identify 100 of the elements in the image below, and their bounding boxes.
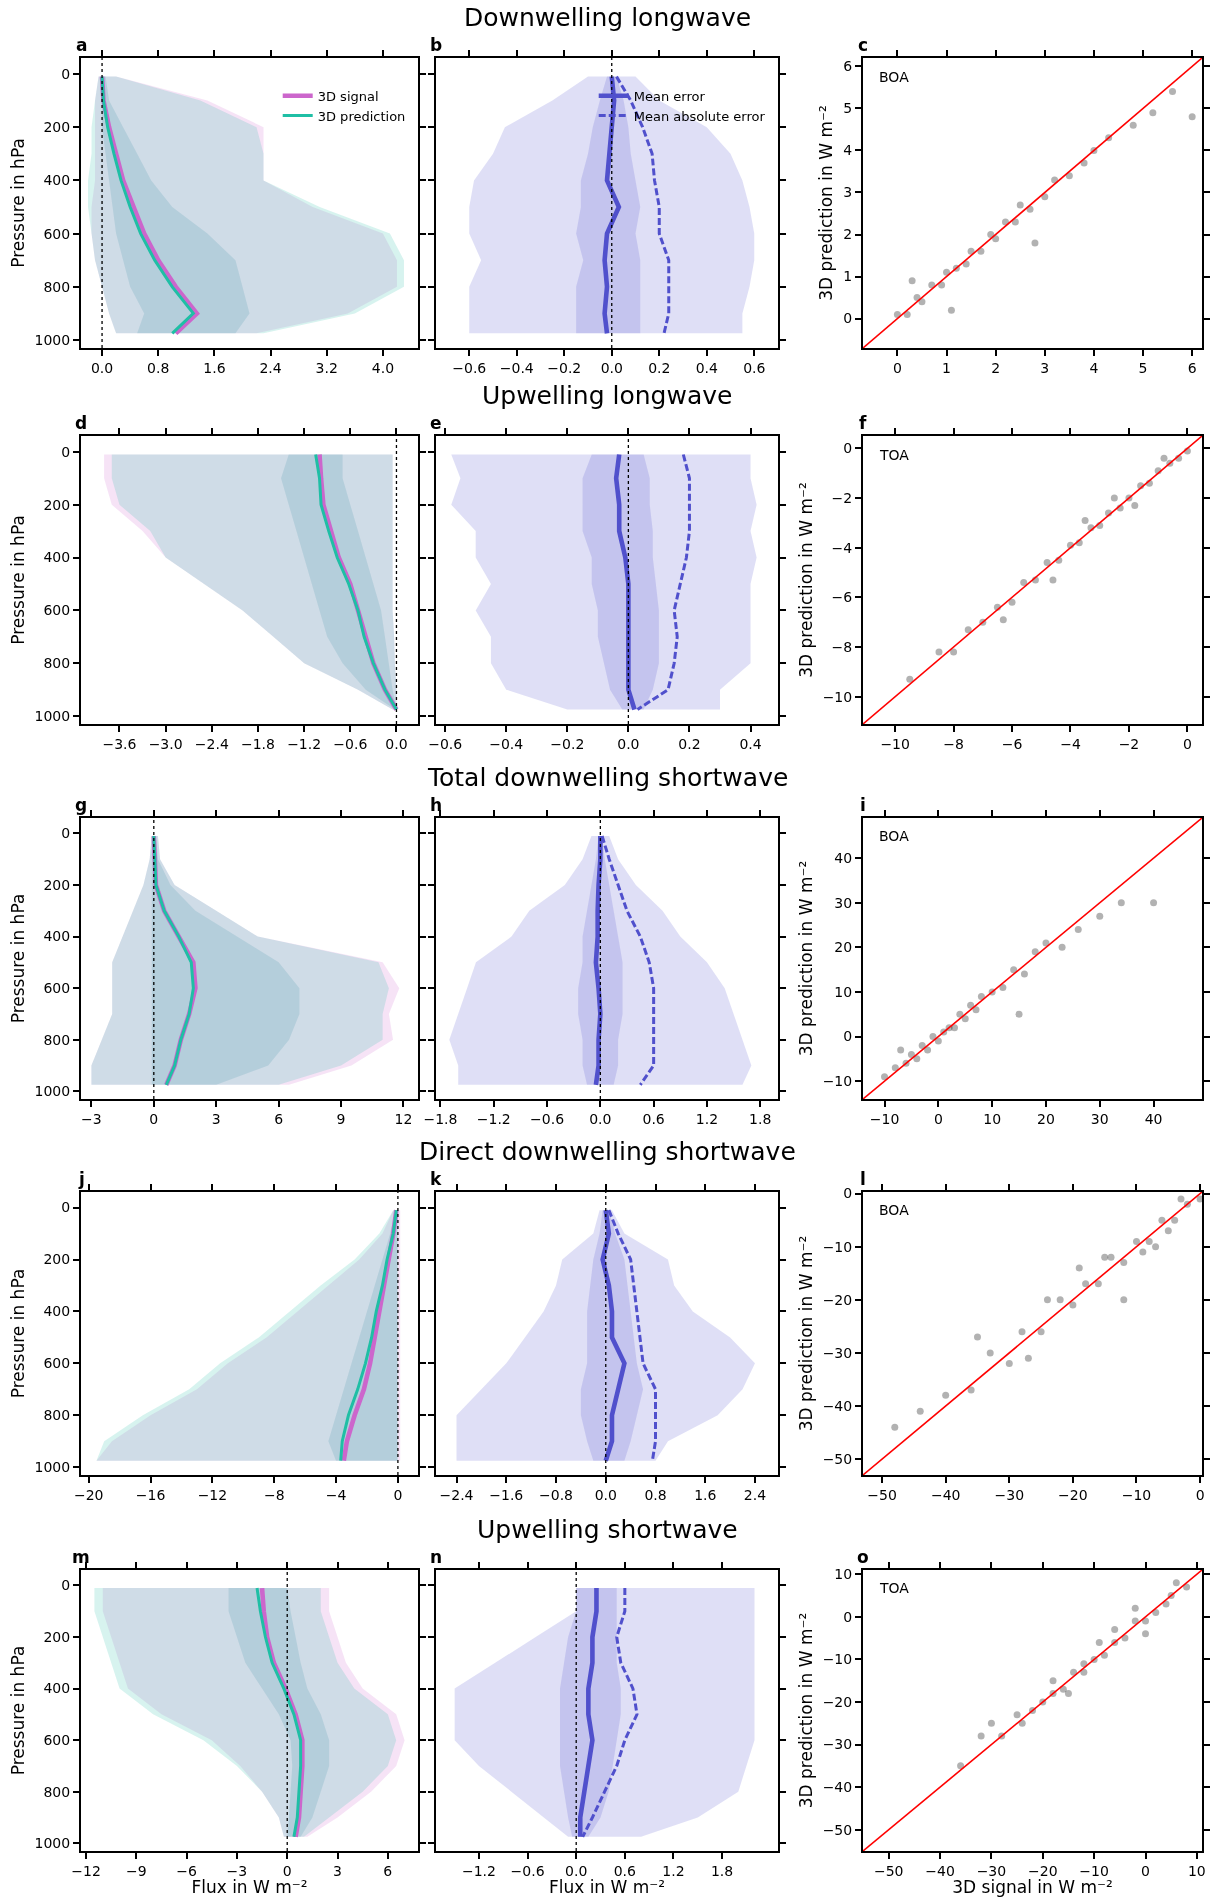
point xyxy=(1074,926,1082,934)
x-axis-title: Flux in W m⁻² xyxy=(548,1877,666,1897)
annotation: BOA xyxy=(879,69,910,85)
point xyxy=(934,1037,942,1045)
chart-title: Downwelling longwave xyxy=(464,3,752,32)
point xyxy=(1158,1216,1166,1224)
point xyxy=(1120,1259,1128,1267)
point xyxy=(947,306,955,314)
text: o xyxy=(857,1547,869,1567)
x-tick-label: −3.0 xyxy=(148,735,183,752)
point xyxy=(1081,516,1089,524)
point xyxy=(1042,939,1050,947)
x-tick-label: −0.2 xyxy=(547,359,582,376)
point xyxy=(1008,598,1016,606)
y-tick-label: 0 xyxy=(843,1028,853,1045)
point xyxy=(1080,1668,1088,1676)
x-tick-label: −4 xyxy=(1060,735,1081,752)
point xyxy=(1043,1296,1051,1304)
x-tick-label: 0 xyxy=(393,1486,403,1503)
y-tick-label: −40 xyxy=(822,1397,853,1414)
y-tick-label: 2 xyxy=(843,226,853,243)
x-tick-label: 0.2 xyxy=(648,359,671,376)
point xyxy=(1005,1360,1013,1367)
y-axis-title: 3D prediction in W m⁻² xyxy=(795,1612,816,1809)
point xyxy=(957,1762,965,1770)
y-tick-label: 0 xyxy=(61,65,71,82)
point xyxy=(999,983,1007,991)
x-tick-label: 3 xyxy=(211,1110,221,1127)
point xyxy=(908,277,916,285)
point xyxy=(1120,1296,1128,1304)
x-tick-label: −8 xyxy=(263,1486,285,1503)
y-tick-label: 1 xyxy=(843,268,853,285)
x-tick-label: 0 xyxy=(1141,1862,1150,1879)
y-axis-title: 3D prediction in W m⁻² xyxy=(795,860,816,1057)
x-tick-label: −0.6 xyxy=(510,1862,545,1879)
annotation: BOA xyxy=(879,1202,910,1218)
point xyxy=(1145,1237,1153,1245)
point xyxy=(1142,1617,1149,1625)
text: f xyxy=(859,413,867,433)
point xyxy=(1058,943,1066,951)
x-tick-label: 1.6 xyxy=(694,1486,717,1503)
x-tick-label: 6 xyxy=(274,1110,284,1127)
text: c xyxy=(858,35,869,55)
point xyxy=(1096,912,1104,920)
point xyxy=(928,281,936,289)
text: m xyxy=(72,1547,90,1567)
point xyxy=(1064,1689,1072,1697)
x-tick-label: −50 xyxy=(867,1486,897,1503)
y-tick-label: 400 xyxy=(43,1303,71,1320)
point xyxy=(1049,1677,1057,1685)
x-tick-label: −6 xyxy=(176,1862,198,1879)
x-tick-label: 10 xyxy=(1187,1862,1206,1879)
y-tick-label: 0 xyxy=(843,310,853,327)
y-tick-label: 400 xyxy=(43,549,71,566)
x-tick-label: 12 xyxy=(394,1110,413,1127)
x-tick-label: −12 xyxy=(197,1486,228,1503)
y-axis-title: Pressure in hPa xyxy=(7,1268,28,1399)
x-tick-label: 6 xyxy=(383,1862,393,1879)
x-tick-label: 1 xyxy=(942,359,951,376)
chart-title: Direct downwelling shortwave xyxy=(419,1137,796,1166)
x-tick-label: 2.4 xyxy=(743,1486,767,1503)
x-tick-label: 0 xyxy=(933,1110,943,1127)
point xyxy=(1177,1195,1185,1203)
point xyxy=(987,1719,995,1727)
x-tick-label: −10 xyxy=(1079,1862,1109,1879)
y-tick-label: 400 xyxy=(43,1680,71,1697)
x-tick-label: −2.4 xyxy=(194,735,229,752)
legend-label: Mean absolute error xyxy=(633,108,766,124)
y-tick-label: −20 xyxy=(822,1291,853,1308)
point xyxy=(929,1033,937,1041)
x-tick-label: 1.2 xyxy=(662,1862,685,1879)
y-tick-label: −50 xyxy=(822,1450,853,1467)
y-tick-label: 600 xyxy=(43,980,71,997)
y-tick-label: 10 xyxy=(834,1566,853,1583)
text: e xyxy=(430,413,442,433)
point xyxy=(1095,1638,1103,1646)
text: n xyxy=(430,1547,443,1567)
point xyxy=(1111,1626,1119,1634)
y-tick-label: −40 xyxy=(822,1779,853,1796)
x-tick-label: 2 xyxy=(991,359,1001,376)
point xyxy=(967,1386,975,1394)
y-axis-title: Pressure in hPa xyxy=(7,515,28,645)
point xyxy=(1018,1719,1026,1727)
point xyxy=(1117,899,1125,907)
point xyxy=(1049,576,1057,584)
y-tick-label: −10 xyxy=(822,1651,853,1668)
x-tick-label: 0.4 xyxy=(739,735,762,752)
point xyxy=(1080,1660,1088,1668)
point xyxy=(1131,1604,1139,1612)
x-tick-label: −0.2 xyxy=(550,735,585,752)
x-tick-label: 0 xyxy=(892,359,902,376)
x-tick-label: 0.0 xyxy=(600,359,623,376)
point xyxy=(1188,113,1196,121)
legend-label: 3D prediction xyxy=(317,108,406,124)
point xyxy=(897,1046,905,1054)
y-tick-label: 0 xyxy=(843,440,853,457)
y-tick-label: 6 xyxy=(843,58,853,75)
x-tick-label: −1.2 xyxy=(476,1110,511,1127)
point xyxy=(916,1407,924,1415)
x-tick-label: 40 xyxy=(1144,1110,1163,1127)
